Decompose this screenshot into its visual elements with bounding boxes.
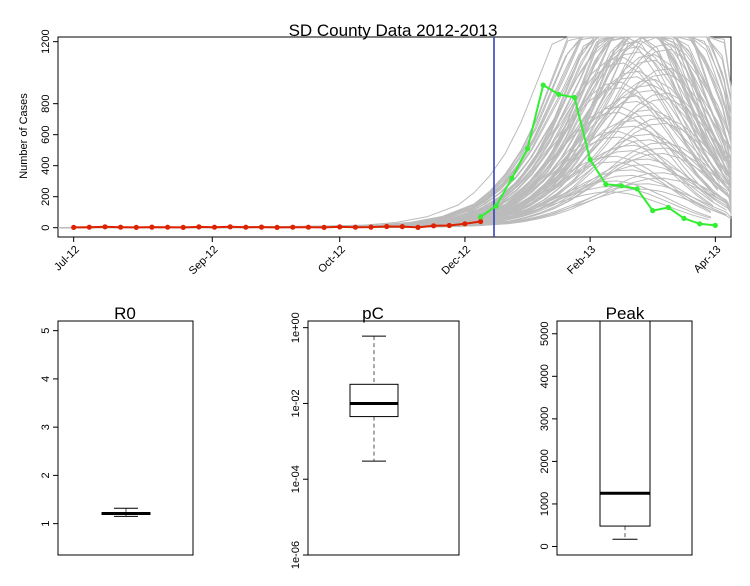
observed-point (462, 221, 468, 227)
validation-point (571, 94, 578, 101)
y-tick-label: 600 (40, 125, 52, 143)
observed-point (290, 224, 296, 230)
observed-point (337, 224, 343, 230)
observed-point (305, 224, 311, 230)
y-tick-label: 4000 (539, 364, 551, 388)
y-tick-label: 2 (40, 472, 52, 478)
y-tick-label: 2000 (539, 449, 551, 473)
box-title-pc: pC (362, 304, 384, 323)
observed-point (446, 222, 452, 229)
observed-point (274, 224, 280, 230)
box-peak: 0 1000 2000 3000 4000 5000 (539, 320, 651, 550)
y-tick-label: 5000 (539, 322, 551, 346)
observed-point (415, 224, 421, 230)
y-tick-label: 1e+00 (290, 312, 302, 343)
x-tick-label: Apr-13 (692, 244, 724, 276)
observed-point (243, 224, 249, 230)
box-frame-pc (307, 320, 460, 556)
y-tick-label: 200 (40, 188, 52, 206)
observed-point (133, 224, 139, 230)
observed-point (102, 224, 108, 230)
x-tick-label: Sep-12 (187, 244, 221, 278)
y-tick-label: 1e-02 (290, 389, 302, 417)
observed-point (118, 224, 124, 230)
y-tick-label: 1200 (40, 29, 52, 53)
observed-point (478, 218, 484, 225)
box-r0: 1 2 3 4 5 (40, 328, 151, 527)
y-tick-label: 3 (40, 424, 52, 430)
box-iqr (599, 320, 651, 527)
x-tick-label: Oct-12 (316, 244, 348, 276)
y-tick-label: 800 (40, 94, 52, 112)
observed-point (431, 223, 437, 229)
validation-line (480, 83, 716, 227)
y-tick-label: 3000 (539, 407, 551, 431)
box-panel-r0: R0 1 2 3 4 5 (40, 304, 194, 556)
y-tick-label: 5 (40, 328, 52, 334)
validation-point (493, 203, 499, 209)
box-iqr (349, 383, 399, 418)
observed-point (180, 224, 186, 230)
observed-point (149, 224, 155, 230)
observed-point (196, 224, 202, 230)
validation-point (712, 222, 718, 228)
validation-point (681, 215, 687, 221)
observed-point (368, 224, 374, 230)
x-tick-label: Dec-12 (439, 244, 473, 278)
validation-point (509, 175, 515, 181)
observed-point (86, 224, 92, 230)
x-tick-label: Jul-12 (52, 244, 82, 274)
validation-point (524, 146, 531, 152)
box-panel-pc: pC 1e-06 1e-04 1e-02 1e+00 (290, 304, 460, 569)
validation-point (478, 214, 484, 220)
validation-point (587, 156, 593, 163)
validation-point (556, 91, 562, 97)
line-chart-title: SD County Data 2012-2013 (289, 21, 498, 40)
y-tick-label: 1e-06 (290, 541, 302, 569)
observed-point (399, 224, 405, 230)
x-tick-label: Feb-13 (565, 244, 598, 277)
data-series (71, 82, 718, 230)
observed-point (227, 224, 233, 230)
observed-point (211, 224, 218, 230)
box-frame-r0 (57, 320, 194, 556)
observed-point (258, 224, 265, 230)
box-title-r0: R0 (114, 304, 136, 323)
validation-point (650, 208, 656, 214)
y-tick-label: 1 (40, 521, 52, 527)
box-pc: 1e-06 1e-04 1e-02 1e+00 (290, 312, 399, 569)
line-chart-ylabel: Number of Cases (18, 93, 30, 179)
y-tick-label: 4 (40, 376, 52, 382)
observed-point (165, 224, 171, 230)
observed-point (71, 224, 77, 230)
validation-point (665, 204, 672, 211)
line-chart-panel: 0 200 400 600 800 1200 Jul-12 Sep-12 Oct-12 Dec-1… (18, 21, 732, 278)
validation-point (540, 82, 546, 88)
validation-point (697, 221, 703, 227)
validation-point (618, 183, 625, 189)
y-tick-label: 0 (40, 225, 52, 231)
box-title-peak: Peak (606, 304, 645, 323)
validation-point (634, 186, 640, 192)
validation-point (603, 181, 609, 187)
box-panel-peak: Peak 0 1000 2000 3000 4000 5000 (539, 304, 693, 556)
observed-point (384, 223, 390, 230)
y-tick-label: 400 (40, 157, 52, 175)
y-tick-label: 0 (539, 543, 551, 549)
observed-point (352, 224, 358, 230)
y-tick-label: 1e-04 (290, 465, 302, 493)
y-tick-label: 1000 (539, 492, 551, 516)
observed-point (321, 224, 327, 230)
